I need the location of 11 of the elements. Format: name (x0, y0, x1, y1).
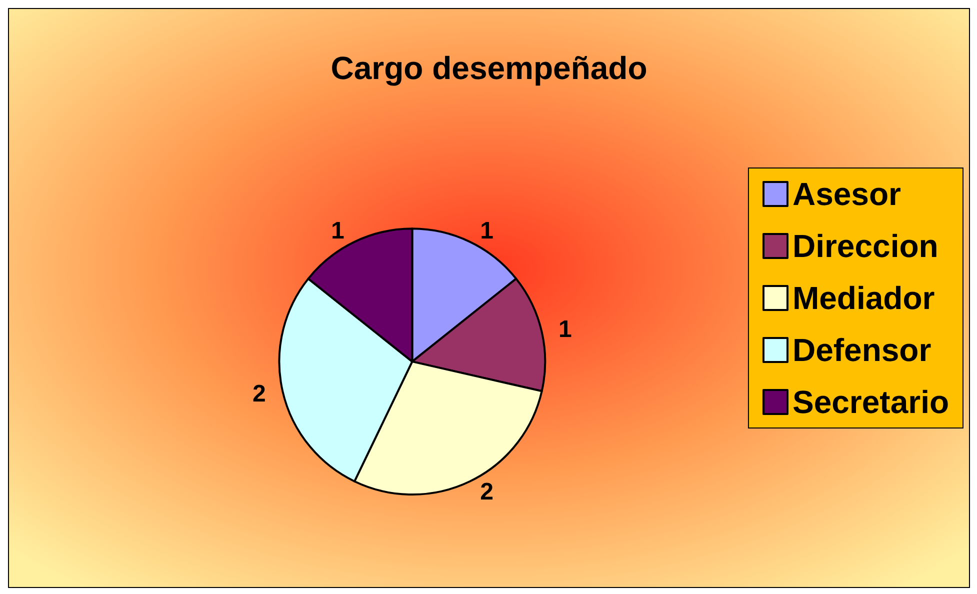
legend-label: Secretario (792, 384, 949, 420)
legend-label: Mediador (792, 280, 935, 316)
legend-label: Defensor (792, 332, 932, 368)
data-label: 1 (558, 316, 572, 343)
data-label: 2 (480, 478, 494, 506)
data-label: 2 (252, 380, 266, 408)
chart-title: Cargo desempeñado (330, 50, 648, 86)
legend-label: Direccion (792, 228, 938, 264)
data-label: 1 (330, 217, 344, 244)
legend-label: Asesor (792, 176, 901, 212)
data-label: 1 (480, 217, 494, 244)
